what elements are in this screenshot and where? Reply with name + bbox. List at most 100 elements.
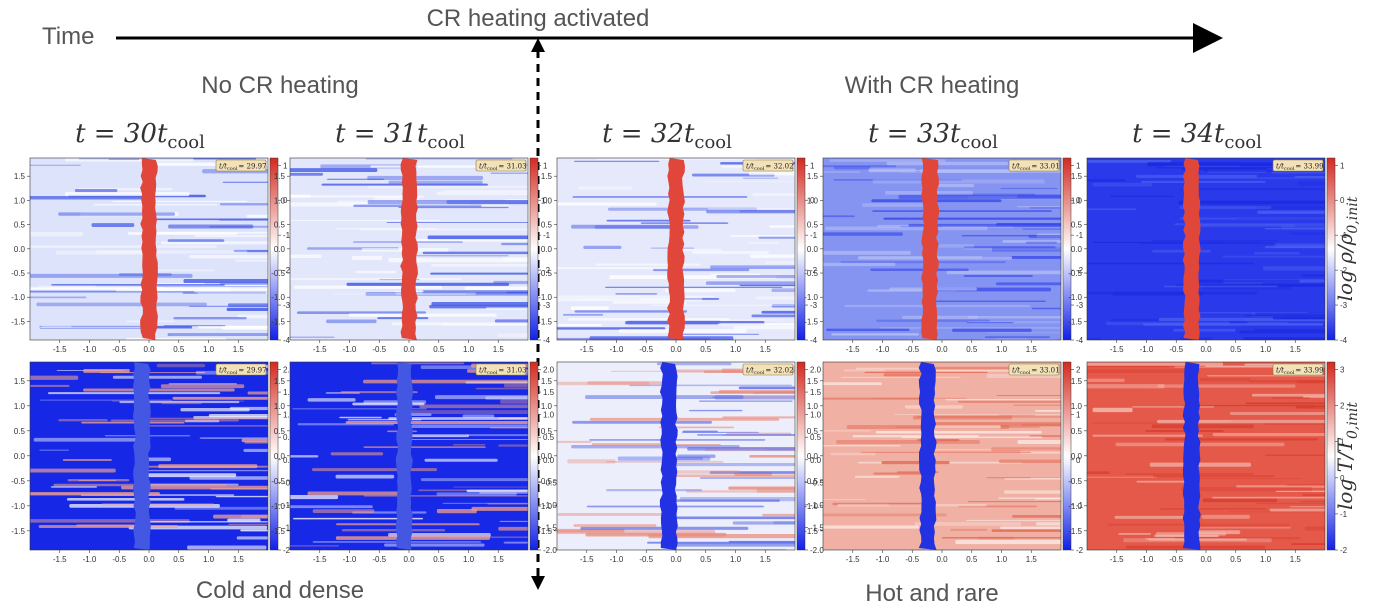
heatmap-streak xyxy=(330,452,384,456)
time-badge: t/tcool= 29.97 xyxy=(215,159,267,173)
heatmap-streak xyxy=(39,449,70,451)
heatmap-streak xyxy=(174,506,268,510)
heatmap-streak xyxy=(1275,243,1325,248)
heatmap-streak xyxy=(1152,475,1275,478)
colorbar xyxy=(1062,157,1072,341)
heatmap-streak xyxy=(572,420,712,424)
x-tick-label: -0.5 xyxy=(372,345,386,354)
heatmap-streak xyxy=(683,319,783,321)
badge-sub: cool xyxy=(1284,370,1295,376)
x-tick-label: 1.0 xyxy=(1260,345,1272,354)
heatmap-streak xyxy=(941,536,1061,539)
heatmap-streak xyxy=(144,520,268,523)
heatmap-streak xyxy=(937,184,975,188)
heatmap-streak xyxy=(1022,228,1061,230)
heatmap-streak xyxy=(326,178,385,180)
x-tick-label: 0.5 xyxy=(966,555,978,564)
heatmap-streak xyxy=(466,434,528,437)
x-tick-label: 1.5 xyxy=(760,345,772,354)
badge-box xyxy=(215,363,267,376)
heatmap-streak xyxy=(367,175,484,180)
heatmap-streak xyxy=(1265,454,1325,456)
colorbar-tick-label: -2 xyxy=(283,266,291,275)
heatmap-streak xyxy=(167,239,225,242)
x-tick-label: -1.0 xyxy=(1140,345,1154,354)
heatmap-streak xyxy=(576,299,608,301)
y-tick-label: -1.0 xyxy=(11,293,25,302)
x-tick-label: 0.0 xyxy=(936,345,948,354)
colorbar xyxy=(796,361,806,551)
heatmap-streak xyxy=(39,399,173,401)
x-tick-label: -0.5 xyxy=(112,555,126,564)
colorbar-tick-label: -1 xyxy=(1340,510,1348,519)
colorbar-tick-label: -0.5 xyxy=(543,478,557,487)
badge-sub: cool xyxy=(754,166,765,172)
x-tick-label: 1.5 xyxy=(1290,345,1302,354)
heatmap-streak xyxy=(1087,362,1224,366)
heatmap-streak xyxy=(326,319,377,324)
x-tick-label: -1.5 xyxy=(580,345,594,354)
colorbar-tick-label: 1 xyxy=(810,161,815,170)
colorbar-tick-label: -4 xyxy=(1340,336,1348,345)
heatmap-streak xyxy=(172,396,268,400)
colorbar-tick-label: -2 xyxy=(1076,546,1084,555)
heatmap-streak xyxy=(648,534,795,539)
colorbar xyxy=(1326,361,1336,551)
heatmap-streak xyxy=(435,395,528,400)
heatmap-streak xyxy=(290,494,339,500)
heatmap-streak xyxy=(1136,480,1196,483)
heatmap-streak xyxy=(419,404,528,409)
x-tick-label: 1.5 xyxy=(493,345,505,354)
colorbar-tick-label: -1.0 xyxy=(810,501,824,510)
heatmap-streak xyxy=(41,325,72,328)
heatmap-streak xyxy=(1151,240,1279,242)
heatmap-streak xyxy=(717,323,795,326)
heatmap-streak xyxy=(764,261,795,264)
heatmap-streak xyxy=(1272,316,1325,320)
x-tick-label: 0.5 xyxy=(433,555,445,564)
y-tick-label: -1.0 xyxy=(804,293,818,302)
heatmap-streak xyxy=(1021,423,1061,426)
heatmap-streak xyxy=(296,311,427,314)
badge-text: t/tcool= 29.97 xyxy=(219,163,267,173)
heatmap-streak xyxy=(1092,434,1203,437)
heatmap-streak xyxy=(410,410,528,415)
y-tick-label: 1.5 xyxy=(14,172,26,181)
heatmap-streak xyxy=(755,296,795,300)
badge-value: = 32.02 xyxy=(765,367,793,375)
y-tick-label: 1.5 xyxy=(1071,377,1083,386)
heatmap-streak xyxy=(843,369,886,372)
heatmap-streak xyxy=(557,297,703,302)
colorbar-tick-label: 0.0 xyxy=(810,456,822,465)
badge-text: t/tcool= 29.97 xyxy=(219,367,267,377)
heatmap-streak xyxy=(666,444,722,446)
heatmap-streak xyxy=(898,194,1061,199)
heatmap-streak xyxy=(1202,286,1291,290)
heatmap-streak xyxy=(215,495,268,498)
x-tick-label: 0.5 xyxy=(1230,555,1242,564)
time-badge: t/tcool= 32.02 xyxy=(742,363,794,377)
heatmap-streak xyxy=(883,217,1061,220)
x-tick-label: 0.0 xyxy=(1200,555,1212,564)
heatmap-streak xyxy=(339,416,382,419)
badge-box xyxy=(742,363,794,376)
y-tick-label: 0.5 xyxy=(807,221,819,230)
x-tick-label: 0.0 xyxy=(936,555,948,564)
heatmap-streak xyxy=(441,323,528,327)
colorbar-tick-label: 2.0 xyxy=(283,366,295,375)
x-tick-label: 0.5 xyxy=(173,555,185,564)
heatmap-streak xyxy=(1275,490,1325,493)
badge-text: t/tcool= 32.02 xyxy=(746,367,794,377)
heatmap-streak xyxy=(1087,160,1171,163)
x-tick-label: 0.0 xyxy=(143,555,155,564)
heatmap-streak xyxy=(1291,232,1325,235)
time-badge: t/tcool= 29.97 xyxy=(215,363,267,377)
heatmap-streak xyxy=(197,292,268,294)
x-tick-label: 1.5 xyxy=(1026,555,1038,564)
heatmap-streak xyxy=(771,304,795,308)
colorbar-tick-label: 0 xyxy=(543,196,548,205)
heatmap-streak xyxy=(112,375,202,379)
heatmap-streak xyxy=(1229,511,1325,513)
heatmap-streak xyxy=(1035,522,1061,526)
colorbar-tick-label: -2 xyxy=(1340,266,1348,275)
